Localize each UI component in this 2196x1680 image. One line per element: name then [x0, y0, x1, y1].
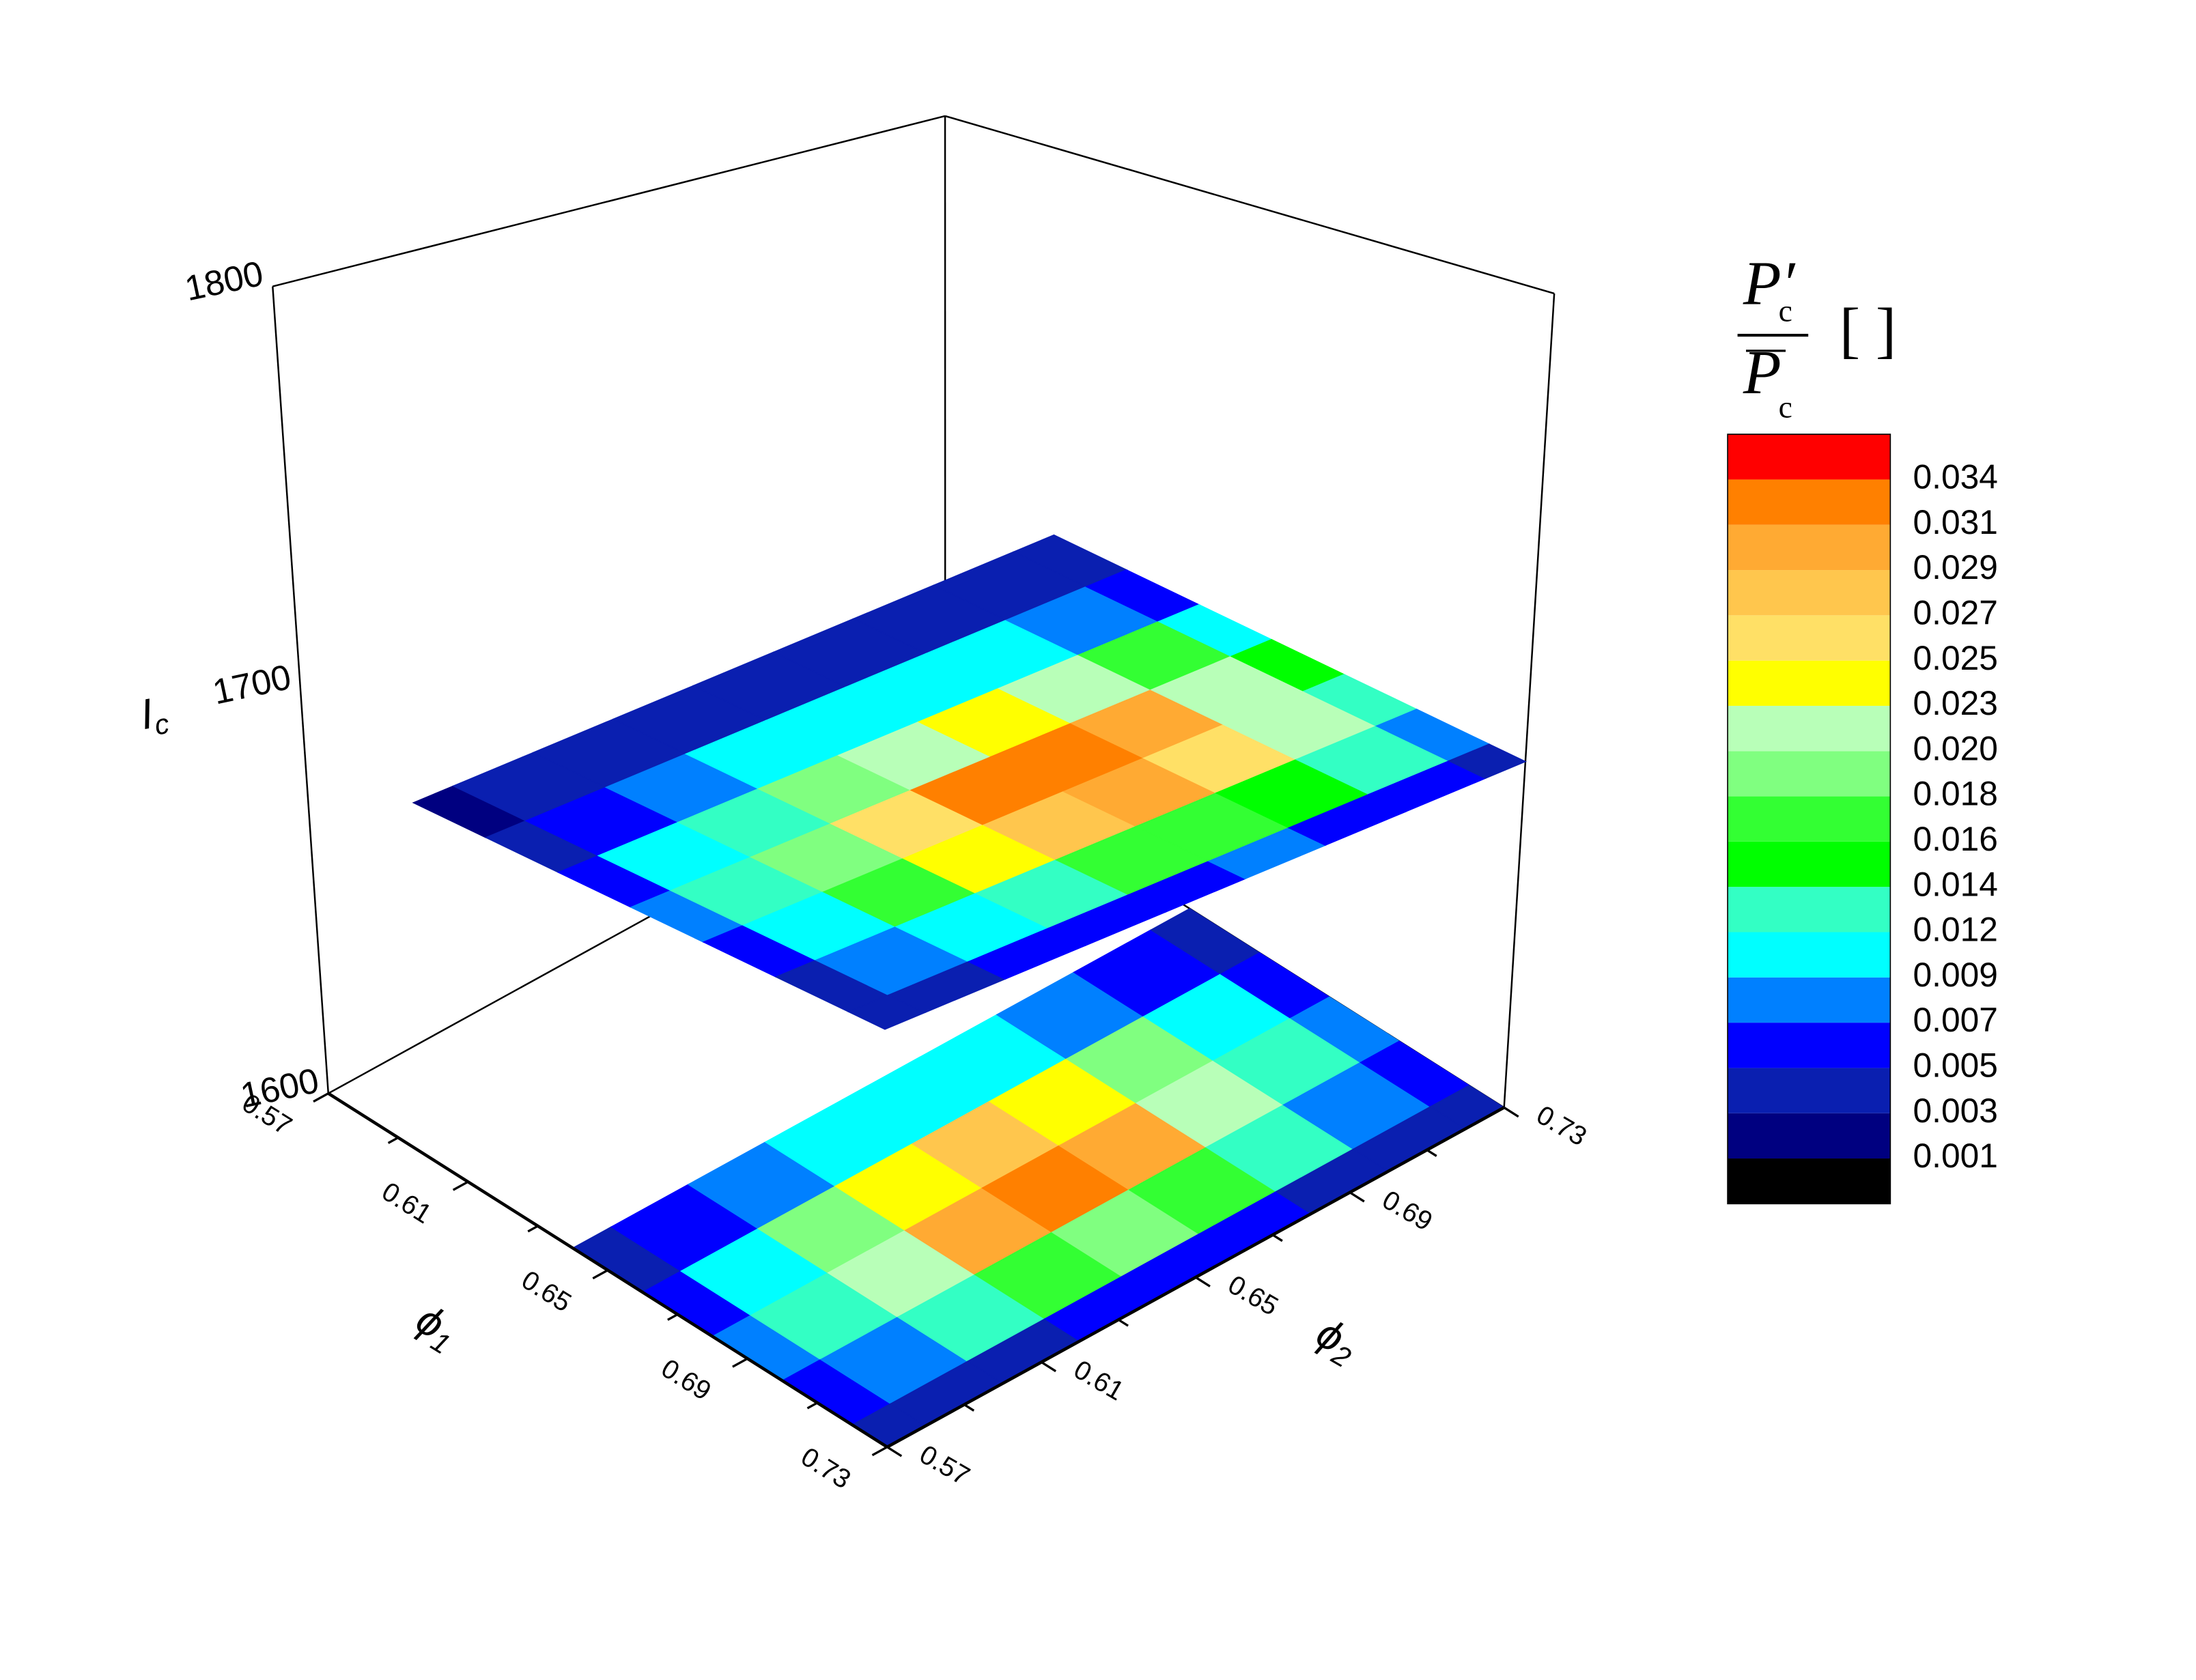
colorbar-label: 0.012 — [1913, 911, 1998, 949]
z-axis-title: Ic — [137, 688, 172, 743]
tick-mark — [806, 1401, 818, 1410]
colorbar-label: 0.023 — [1913, 684, 1998, 722]
colorbar-label: 0.018 — [1913, 775, 1998, 813]
colorbar-band — [1728, 479, 1891, 525]
colorbar-title-denominator-sub: c — [1779, 389, 1792, 424]
tick-mark — [1349, 1191, 1365, 1203]
colorbar-label: 0.016 — [1913, 820, 1998, 858]
contour-plane — [572, 908, 1506, 1448]
colorbar-title-numerator-sub: c — [1779, 293, 1792, 328]
colorbar-band — [1728, 796, 1891, 842]
contour-cell — [1448, 743, 1527, 780]
colorbar-band — [1728, 660, 1891, 706]
tick-mark — [1195, 1276, 1211, 1287]
colorbar: 0.001 0.003 0.005 0.007 0.009 0.012 0.014 0.016… — [1727, 433, 1998, 1205]
z-tick-label: 1700 — [209, 657, 294, 712]
x-tick-label: 0.69 — [656, 1353, 716, 1406]
colorbar-label: 0.005 — [1913, 1047, 1998, 1085]
y-tick-label: 0.57 — [914, 1439, 974, 1491]
colorbar-label: 0.031 — [1913, 503, 1998, 541]
tick-mark — [387, 1137, 399, 1144]
x-tick-label: 0.73 — [796, 1442, 856, 1495]
colorbar-label: 0.020 — [1913, 729, 1998, 767]
colorbar-band — [1728, 615, 1891, 661]
colorbar-unit: [ ] — [1840, 296, 1897, 365]
x-axis-title: ϕ1 — [406, 1296, 466, 1360]
colorbar-band — [1728, 977, 1891, 1023]
x-tick-label: 0.65 — [516, 1265, 576, 1318]
y-tick-label: 0.73 — [1532, 1100, 1592, 1152]
colorbar-title-denominator: P — [1743, 338, 1782, 407]
y-tick-label: 0.69 — [1377, 1184, 1437, 1236]
colorbar-band — [1728, 705, 1891, 752]
tick-mark — [1118, 1318, 1129, 1327]
tick-mark — [871, 1446, 888, 1457]
y-tick-label: 0.61 — [1069, 1354, 1129, 1406]
colorbar-band — [1728, 1113, 1891, 1159]
colorbar-title-numerator: P′ — [1743, 249, 1797, 318]
tick-mark — [1272, 1234, 1283, 1242]
tick-mark — [667, 1313, 679, 1321]
y-tick-label: 0.65 — [1223, 1270, 1283, 1322]
tick-mark — [527, 1225, 539, 1233]
colorbar-label: 0.034 — [1913, 458, 1998, 496]
tick-mark — [886, 1446, 903, 1457]
colorbar-band — [1728, 1158, 1891, 1204]
tick-mark — [1503, 1107, 1519, 1118]
colorbar-band — [1728, 570, 1891, 616]
colorbar-band — [1728, 1023, 1891, 1068]
y-axis-title: ϕ2 — [1306, 1309, 1366, 1373]
frame-edge — [1503, 293, 1556, 1108]
colorbar-label: 0.027 — [1913, 593, 1998, 631]
x-tick-label: 0.61 — [376, 1176, 436, 1229]
colorbar-label: 0.014 — [1913, 865, 1998, 903]
colorbar-band — [1728, 434, 1891, 480]
colorbar-frame — [1727, 433, 1891, 1205]
frame-edge — [944, 115, 1555, 295]
colorbar-band — [1728, 751, 1891, 797]
colorbar-label: 0.001 — [1913, 1137, 1998, 1175]
z-tick-label: 1600 — [237, 1060, 322, 1115]
z-tick-label: 1800 — [182, 253, 267, 309]
tick-mark — [1426, 1149, 1437, 1157]
colorbar-title: P′ c P c [ ] — [1737, 249, 1897, 424]
colorbar-label: 0.029 — [1913, 548, 1998, 586]
colorbar-band — [1728, 932, 1891, 978]
colorbar-band — [1728, 887, 1891, 932]
colorbar-band — [1728, 524, 1891, 571]
tick-mark — [732, 1357, 748, 1368]
colorbar-label: 0.009 — [1913, 956, 1998, 994]
tick-mark — [1041, 1361, 1057, 1373]
tick-mark — [963, 1404, 975, 1412]
tick-mark — [313, 1092, 329, 1103]
frame-edge — [272, 115, 946, 287]
frame-edge — [272, 286, 330, 1094]
colorbar-band — [1728, 841, 1891, 887]
colorbar-label: 0.007 — [1913, 1001, 1998, 1039]
colorbar-band — [1728, 1068, 1891, 1113]
tick-mark — [452, 1180, 469, 1191]
tick-mark — [592, 1269, 608, 1280]
colorbar-label: 0.025 — [1913, 639, 1998, 677]
colorbar-label: 0.003 — [1913, 1092, 1998, 1130]
contour-plane — [412, 534, 1527, 1030]
